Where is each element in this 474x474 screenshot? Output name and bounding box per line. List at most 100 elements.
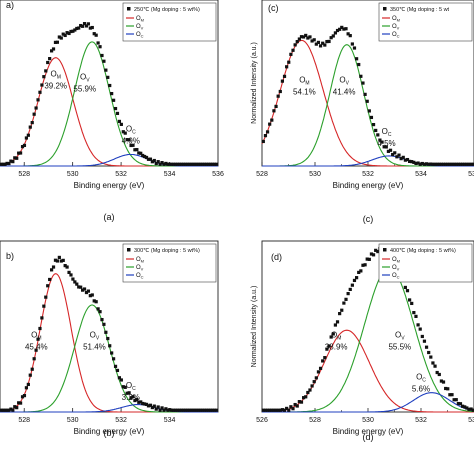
legend-box bbox=[378, 2, 473, 42]
data-point bbox=[38, 326, 42, 331]
data-point bbox=[164, 407, 168, 411]
data-point bbox=[424, 345, 429, 349]
data-point bbox=[123, 131, 127, 135]
data-point bbox=[346, 32, 350, 36]
data-point bbox=[146, 404, 151, 408]
data-point bbox=[1, 408, 5, 412]
data-point bbox=[13, 156, 17, 160]
data-point bbox=[51, 47, 56, 51]
component-percentage: 39.2% bbox=[44, 82, 67, 91]
data-point bbox=[9, 407, 13, 411]
data-point bbox=[143, 402, 147, 406]
fit-curve-om bbox=[0, 57, 218, 167]
panel-label: a) bbox=[6, 0, 14, 10]
data-point bbox=[175, 408, 180, 412]
data-point bbox=[333, 323, 338, 327]
data-point bbox=[203, 162, 207, 166]
data-point bbox=[36, 98, 40, 102]
data-point bbox=[261, 139, 265, 144]
data-point bbox=[82, 22, 87, 26]
data-point bbox=[365, 99, 369, 103]
data-point bbox=[36, 337, 40, 341]
component-label: OM bbox=[51, 70, 61, 81]
data-point bbox=[119, 122, 123, 126]
data-point bbox=[270, 118, 274, 122]
data-point bbox=[314, 42, 318, 46]
data-point bbox=[125, 391, 129, 395]
data-point bbox=[310, 39, 314, 43]
data-point bbox=[100, 53, 104, 58]
fit-curve-ov bbox=[262, 44, 474, 167]
data-point bbox=[329, 335, 333, 339]
data-point bbox=[18, 401, 23, 405]
data-point bbox=[53, 258, 58, 262]
data-point bbox=[40, 316, 44, 320]
data-point bbox=[172, 162, 176, 166]
legend-box bbox=[378, 243, 473, 283]
data-point bbox=[42, 75, 46, 79]
data-point bbox=[289, 52, 293, 56]
data-point bbox=[59, 36, 63, 40]
data-point bbox=[310, 384, 314, 388]
data-point bbox=[344, 27, 348, 31]
data-point bbox=[403, 285, 407, 290]
legend-entry: OM bbox=[392, 16, 400, 23]
data-point bbox=[203, 408, 207, 412]
data-point bbox=[69, 29, 73, 34]
data-point bbox=[427, 162, 431, 166]
data-point bbox=[11, 408, 15, 412]
plot-frame bbox=[0, 0, 219, 167]
data-point bbox=[92, 299, 96, 303]
data-point bbox=[75, 282, 79, 286]
x-tick-label: 528 bbox=[256, 171, 268, 178]
data-point bbox=[201, 408, 205, 412]
data-point bbox=[289, 405, 293, 409]
data-point bbox=[154, 407, 158, 411]
data-point bbox=[67, 31, 71, 36]
legend-entry: OC bbox=[392, 273, 400, 280]
data-point bbox=[270, 408, 274, 412]
data-point bbox=[278, 408, 282, 412]
data-point bbox=[65, 265, 69, 269]
data-point bbox=[199, 162, 203, 166]
data-point bbox=[84, 24, 89, 28]
data-point bbox=[146, 157, 151, 161]
data-point bbox=[156, 405, 160, 409]
data-point bbox=[344, 297, 348, 301]
data-point bbox=[418, 162, 422, 166]
data-point bbox=[201, 162, 205, 166]
x-tick-label: 534 bbox=[415, 171, 427, 178]
panel-2: 528 530 532 534 536 Binding energy (eV) Normal… bbox=[251, 0, 474, 224]
data-point bbox=[325, 347, 329, 351]
data-point bbox=[433, 162, 437, 166]
data-point bbox=[7, 408, 11, 412]
data-point bbox=[316, 370, 321, 374]
data-point bbox=[393, 151, 397, 155]
data-point bbox=[378, 138, 382, 142]
data-point bbox=[429, 355, 433, 359]
data-point bbox=[177, 408, 182, 412]
data-point bbox=[1, 162, 5, 166]
data-point bbox=[20, 395, 25, 399]
data-point bbox=[431, 162, 435, 166]
panel-4: 526 528 530 532 534 Binding energy (eV) Normal… bbox=[251, 240, 474, 442]
component-label: OM bbox=[331, 331, 341, 342]
data-point bbox=[199, 408, 203, 412]
data-point bbox=[139, 151, 143, 155]
data-point bbox=[77, 285, 81, 289]
data-point bbox=[321, 359, 325, 363]
data-point bbox=[79, 285, 83, 289]
component-percentage: 4.9% bbox=[122, 136, 140, 145]
data-point bbox=[57, 35, 61, 39]
data-point bbox=[28, 373, 32, 377]
data-point bbox=[422, 162, 427, 166]
component-label: OC bbox=[126, 124, 136, 135]
data-point bbox=[323, 356, 327, 360]
fit-curve-ov bbox=[0, 41, 218, 167]
data-point bbox=[454, 162, 458, 166]
data-point bbox=[5, 408, 9, 412]
data-point bbox=[274, 408, 278, 412]
data-point bbox=[112, 357, 116, 361]
data-point bbox=[265, 408, 270, 412]
panel-caption: (b) bbox=[104, 428, 115, 438]
